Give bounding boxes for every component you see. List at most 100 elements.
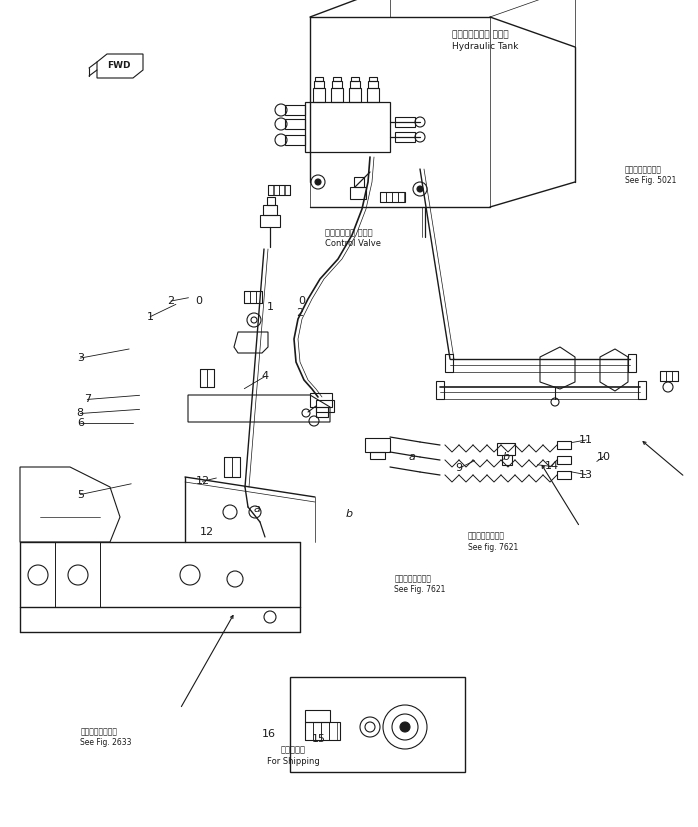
Bar <box>314 81 324 88</box>
Bar <box>365 438 390 452</box>
Bar <box>305 710 330 722</box>
Bar <box>380 192 386 202</box>
Bar <box>350 187 366 199</box>
Bar <box>660 371 678 381</box>
Text: 2: 2 <box>297 308 304 318</box>
Text: Hydraulic Tank: Hydraulic Tank <box>452 42 519 50</box>
Bar <box>290 677 465 772</box>
Bar <box>672 371 678 381</box>
Bar <box>256 291 262 303</box>
Bar <box>232 457 240 477</box>
Bar <box>497 443 515 455</box>
Bar <box>305 722 340 740</box>
Bar <box>386 192 392 202</box>
Bar <box>285 119 305 129</box>
Text: 9: 9 <box>456 463 463 473</box>
Text: 5: 5 <box>77 490 84 500</box>
Text: b: b <box>346 509 352 519</box>
Text: a: a <box>408 452 415 461</box>
Text: 第２６３３図参照: 第２６３３図参照 <box>80 728 117 736</box>
Text: 3: 3 <box>77 353 84 363</box>
Bar <box>329 722 337 740</box>
Text: See Fig. 5021: See Fig. 5021 <box>625 176 676 184</box>
Bar <box>313 88 325 102</box>
Bar <box>244 291 262 303</box>
Text: 4: 4 <box>262 371 269 381</box>
Bar <box>279 185 284 195</box>
Bar <box>285 105 305 115</box>
Bar <box>305 722 313 740</box>
Bar <box>660 371 666 381</box>
Text: See Fig. 2633: See Fig. 2633 <box>80 739 132 747</box>
Bar <box>369 77 377 81</box>
Bar <box>316 407 328 417</box>
Bar <box>224 457 240 477</box>
Bar <box>349 88 361 102</box>
Circle shape <box>400 722 410 732</box>
Bar <box>395 132 415 142</box>
Text: 1: 1 <box>147 312 154 322</box>
Bar <box>370 452 385 459</box>
Bar <box>332 81 342 88</box>
Text: 8: 8 <box>77 409 84 418</box>
Text: 第７６２１図参照: 第７６２１図参照 <box>468 532 505 540</box>
Bar <box>263 205 277 215</box>
Bar <box>380 192 405 202</box>
Text: 6: 6 <box>77 418 84 428</box>
Bar <box>436 381 444 399</box>
Text: 15: 15 <box>312 734 326 744</box>
Circle shape <box>417 186 423 192</box>
Bar <box>445 354 453 372</box>
Text: 0: 0 <box>195 296 202 306</box>
Text: a: a <box>253 504 260 514</box>
Bar <box>315 77 323 81</box>
Text: 第７６２１図参照: 第７６２１図参照 <box>394 575 431 583</box>
Text: See fig. 7621: See fig. 7621 <box>468 543 518 552</box>
Text: 11: 11 <box>579 435 593 445</box>
Bar <box>557 456 571 464</box>
Bar <box>321 722 329 740</box>
Bar <box>305 102 390 152</box>
Bar <box>392 192 398 202</box>
Bar <box>268 185 273 195</box>
Bar <box>207 369 214 387</box>
Bar <box>274 185 279 195</box>
Bar <box>354 177 364 187</box>
Bar <box>285 135 305 145</box>
Text: 10: 10 <box>597 452 611 461</box>
Text: 12: 12 <box>195 476 209 486</box>
Text: 12: 12 <box>200 527 214 537</box>
Bar <box>331 88 343 102</box>
Bar <box>628 354 636 372</box>
Circle shape <box>315 179 321 185</box>
Bar <box>224 457 232 477</box>
Text: 14: 14 <box>544 461 558 471</box>
Bar <box>268 185 290 195</box>
Bar <box>666 371 672 381</box>
Bar <box>313 722 321 740</box>
Bar <box>367 88 379 102</box>
Text: 16: 16 <box>262 729 276 739</box>
Text: 0: 0 <box>298 296 305 306</box>
Bar <box>557 441 571 449</box>
Bar <box>316 400 334 412</box>
Text: b: b <box>503 452 510 461</box>
Text: 7: 7 <box>84 394 91 404</box>
Bar <box>398 192 404 202</box>
Text: 1: 1 <box>267 302 274 312</box>
Bar <box>638 381 646 399</box>
Text: Control Valve: Control Valve <box>325 239 380 247</box>
Text: 第５０２１図参照: 第５０２１図参照 <box>625 165 662 174</box>
Text: コントロール バルブ: コントロール バルブ <box>325 228 372 237</box>
Bar <box>502 455 512 465</box>
Text: ハイドロリック タンク: ハイドロリック タンク <box>452 31 509 39</box>
Bar <box>351 77 359 81</box>
Text: 2: 2 <box>168 296 174 306</box>
Bar <box>244 291 250 303</box>
Text: FWD: FWD <box>107 60 131 69</box>
Bar <box>557 471 571 479</box>
Bar <box>333 77 341 81</box>
Bar <box>310 393 332 407</box>
Bar <box>267 197 275 205</box>
Text: See Fig. 7621: See Fig. 7621 <box>394 586 446 594</box>
